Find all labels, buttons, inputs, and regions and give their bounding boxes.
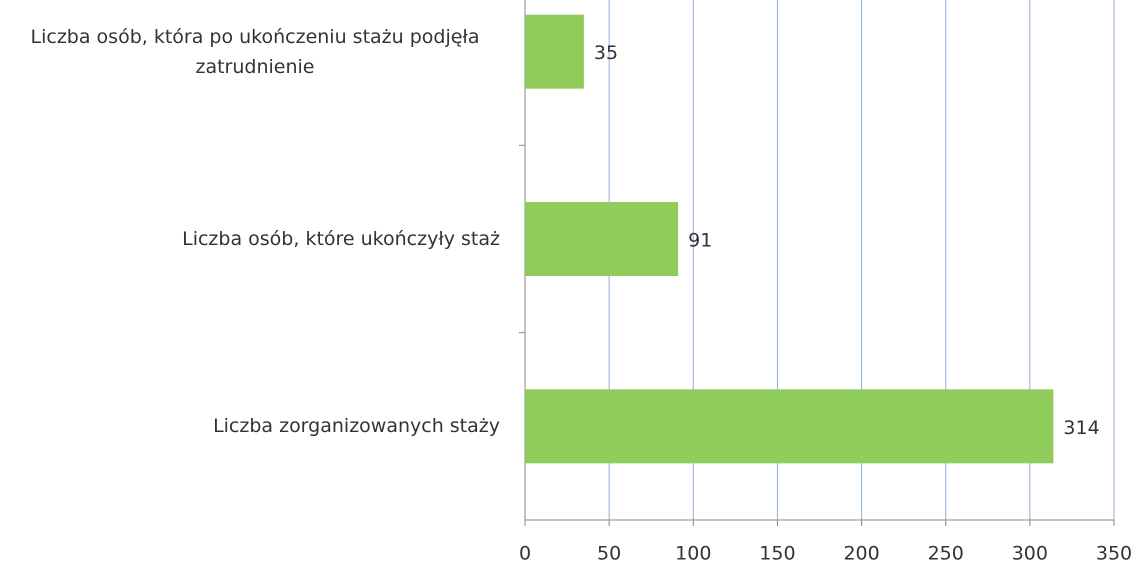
bar — [525, 14, 584, 89]
data-label: 314 — [1063, 417, 1099, 439]
x-tick-label: 100 — [675, 543, 711, 565]
bar — [525, 202, 679, 276]
x-tick-label: 200 — [843, 543, 879, 565]
y-tick-label-text: Liczba osób, która po ukończeniu stażu p… — [30, 25, 480, 78]
x-tick-label: 250 — [928, 543, 964, 565]
y-tick-label: Liczba osób, która po ukończeniu stażu p… — [0, 22, 500, 82]
x-tick-label: 350 — [1096, 543, 1132, 565]
y-tick-label: Liczba osób, które ukończyły staż — [0, 224, 500, 254]
x-tick-label: 150 — [759, 543, 795, 565]
data-label: 35 — [594, 42, 618, 64]
x-tick-label: 50 — [597, 543, 621, 565]
bar — [525, 389, 1054, 464]
y-tick-label-text: Liczba osób, które ukończyły staż — [182, 228, 500, 250]
y-tick-label-text: Liczba zorganizowanych staży — [213, 415, 500, 438]
data-label: 91 — [688, 230, 712, 252]
x-tick-label: 0 — [519, 543, 531, 565]
y-tick-label: Liczba zorganizowanych staży — [0, 411, 500, 441]
x-tick-label: 300 — [1012, 543, 1048, 565]
